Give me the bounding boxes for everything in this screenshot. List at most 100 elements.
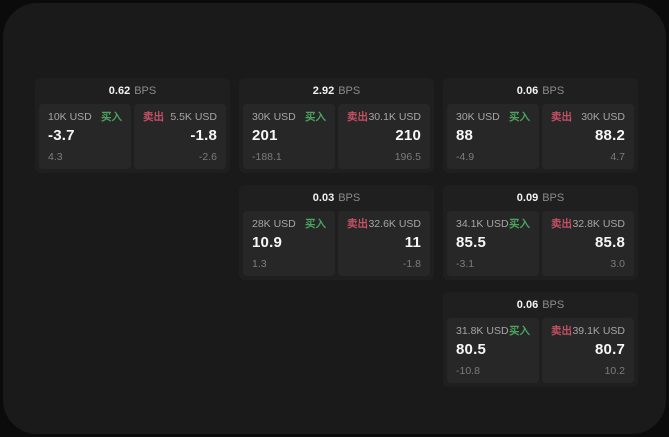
buy-quote-tile[interactable]: 28K USD 买入 10.9 1.3 — [243, 211, 335, 276]
quote-card: 0.03 BPS 28K USD 买入 10.9 1.3 卖出 32.6K US… — [239, 185, 434, 280]
sell-tag: 卖出 — [551, 218, 572, 230]
bps-unit-label: BPS — [134, 85, 157, 97]
sell-price: 11 — [404, 234, 421, 251]
sell-quote-tile[interactable]: 卖出 39.1K USD 80.7 10.2 — [542, 318, 634, 383]
buy-tile-header: 10K USD 买入 — [48, 111, 122, 124]
sell-price: 210 — [395, 127, 421, 144]
buy-tile-header: 34.1K USD 买入 — [456, 218, 530, 231]
bps-unit-label: BPS — [542, 85, 565, 97]
buy-quote-tile[interactable]: 34.1K USD 买入 85.5 -3.1 — [447, 211, 539, 276]
quote-card: 0.06 BPS 31.8K USD 买入 80.5 -10.8 卖出 39.1… — [443, 292, 638, 387]
sell-quote-tile[interactable]: 卖出 5.5K USD -1.8 -2.6 — [134, 104, 226, 169]
buy-price: 10.9 — [252, 234, 282, 251]
buy-price: 201 — [252, 127, 278, 144]
sell-tag: 卖出 — [551, 111, 572, 123]
buy-tile-header: 28K USD 买入 — [252, 218, 326, 231]
sell-tile-header: 卖出 32.6K USD — [347, 218, 421, 231]
quote-card: 0.09 BPS 34.1K USD 买入 85.5 -3.1 卖出 32.8K… — [443, 185, 638, 280]
buy-quote-tile[interactable]: 10K USD 买入 -3.7 4.3 — [39, 104, 131, 169]
sell-price: 80.7 — [595, 341, 625, 358]
buy-quote-tile[interactable]: 31.8K USD 买入 80.5 -10.8 — [447, 318, 539, 383]
sell-tile-header: 卖出 32.8K USD — [551, 218, 625, 231]
buy-change: 1.3 — [252, 258, 267, 270]
sell-change: -2.6 — [198, 151, 217, 163]
buy-price: 85.5 — [456, 234, 486, 251]
card-body: 28K USD 买入 10.9 1.3 卖出 32.6K USD 11 -1.8 — [239, 211, 434, 280]
bps-value: 2.92 — [312, 85, 335, 97]
buy-amount: 30K USD — [456, 111, 500, 123]
card-header: 2.92 BPS — [239, 78, 434, 104]
bps-unit-label: BPS — [542, 192, 565, 204]
sell-quote-tile[interactable]: 卖出 32.6K USD 11 -1.8 — [338, 211, 430, 276]
bps-value: 0.06 — [516, 85, 539, 97]
buy-price: 80.5 — [456, 341, 486, 358]
sell-tile-header: 卖出 30.1K USD — [347, 111, 421, 124]
buy-quote-tile[interactable]: 30K USD 买入 88 -4.9 — [447, 104, 539, 169]
sell-tag: 卖出 — [551, 325, 572, 337]
card-body: 10K USD 买入 -3.7 4.3 卖出 5.5K USD -1.8 -2.… — [35, 104, 230, 173]
bps-value: 0.03 — [312, 192, 335, 204]
sell-price: 88.2 — [595, 127, 625, 144]
sell-amount: 30.1K USD — [368, 111, 421, 123]
sell-change: 10.2 — [604, 365, 625, 377]
buy-tag: 买入 — [509, 218, 530, 230]
bps-unit-label: BPS — [338, 192, 361, 204]
buy-quote-tile[interactable]: 30K USD 买入 201 -188.1 — [243, 104, 335, 169]
buy-price: -3.7 — [48, 127, 75, 144]
sell-amount: 30K USD — [581, 111, 625, 123]
bps-value: 0.09 — [516, 192, 539, 204]
sell-change: 3.0 — [610, 258, 625, 270]
buy-tile-header: 30K USD 买入 — [252, 111, 326, 124]
quotes-panel: 0.62 BPS 10K USD 买入 -3.7 4.3 卖出 5.5K USD… — [3, 3, 666, 434]
card-body: 31.8K USD 买入 80.5 -10.8 卖出 39.1K USD 80.… — [443, 318, 638, 387]
card-body: 30K USD 买入 201 -188.1 卖出 30.1K USD 210 1… — [239, 104, 434, 173]
card-body: 30K USD 买入 88 -4.9 卖出 30K USD 88.2 4.7 — [443, 104, 638, 173]
buy-amount: 30K USD — [252, 111, 296, 123]
sell-tag: 卖出 — [143, 111, 164, 123]
quote-card: 0.62 BPS 10K USD 买入 -3.7 4.3 卖出 5.5K USD… — [35, 78, 230, 173]
buy-tag: 买入 — [509, 325, 530, 337]
sell-price: 85.8 — [595, 234, 625, 251]
sell-tag: 卖出 — [347, 111, 368, 123]
buy-amount: 10K USD — [48, 111, 92, 123]
buy-tag: 买入 — [101, 111, 122, 123]
bps-unit-label: BPS — [542, 299, 565, 311]
sell-quote-tile[interactable]: 卖出 30K USD 88.2 4.7 — [542, 104, 634, 169]
sell-tile-header: 卖出 5.5K USD — [143, 111, 217, 124]
sell-amount: 32.8K USD — [572, 218, 625, 230]
bps-value: 0.06 — [516, 299, 539, 311]
buy-tag: 买入 — [305, 218, 326, 230]
buy-amount: 31.8K USD — [456, 325, 509, 337]
sell-amount: 32.6K USD — [368, 218, 421, 230]
bps-unit-label: BPS — [338, 85, 361, 97]
buy-tag: 买入 — [305, 111, 326, 123]
card-header: 0.06 BPS — [443, 292, 638, 318]
buy-tile-header: 31.8K USD 买入 — [456, 325, 530, 338]
buy-change: -188.1 — [252, 151, 282, 163]
buy-change: -3.1 — [456, 258, 475, 270]
quote-cards-grid: 0.62 BPS 10K USD 买入 -3.7 4.3 卖出 5.5K USD… — [35, 78, 638, 387]
sell-quote-tile[interactable]: 卖出 32.8K USD 85.8 3.0 — [542, 211, 634, 276]
sell-change: 4.7 — [610, 151, 625, 163]
buy-tile-header: 30K USD 买入 — [456, 111, 530, 124]
buy-change: -10.8 — [456, 365, 480, 377]
buy-tag: 买入 — [509, 111, 530, 123]
buy-change: -4.9 — [456, 151, 475, 163]
sell-tile-header: 卖出 30K USD — [551, 111, 625, 124]
card-header: 0.06 BPS — [443, 78, 638, 104]
sell-amount: 5.5K USD — [170, 111, 217, 123]
card-body: 34.1K USD 买入 85.5 -3.1 卖出 32.8K USD 85.8… — [443, 211, 638, 280]
quote-card: 0.06 BPS 30K USD 买入 88 -4.9 卖出 30K USD 8… — [443, 78, 638, 173]
buy-amount: 28K USD — [252, 218, 296, 230]
sell-price: -1.8 — [190, 127, 217, 144]
sell-change: 196.5 — [394, 151, 421, 163]
bps-value: 0.62 — [108, 85, 131, 97]
sell-change: -1.8 — [402, 258, 421, 270]
card-header: 0.62 BPS — [35, 78, 230, 104]
buy-amount: 34.1K USD — [456, 218, 509, 230]
sell-tag: 卖出 — [347, 218, 368, 230]
quote-card: 2.92 BPS 30K USD 买入 201 -188.1 卖出 30.1K … — [239, 78, 434, 173]
sell-quote-tile[interactable]: 卖出 30.1K USD 210 196.5 — [338, 104, 430, 169]
card-header: 0.03 BPS — [239, 185, 434, 211]
sell-amount: 39.1K USD — [572, 325, 625, 337]
